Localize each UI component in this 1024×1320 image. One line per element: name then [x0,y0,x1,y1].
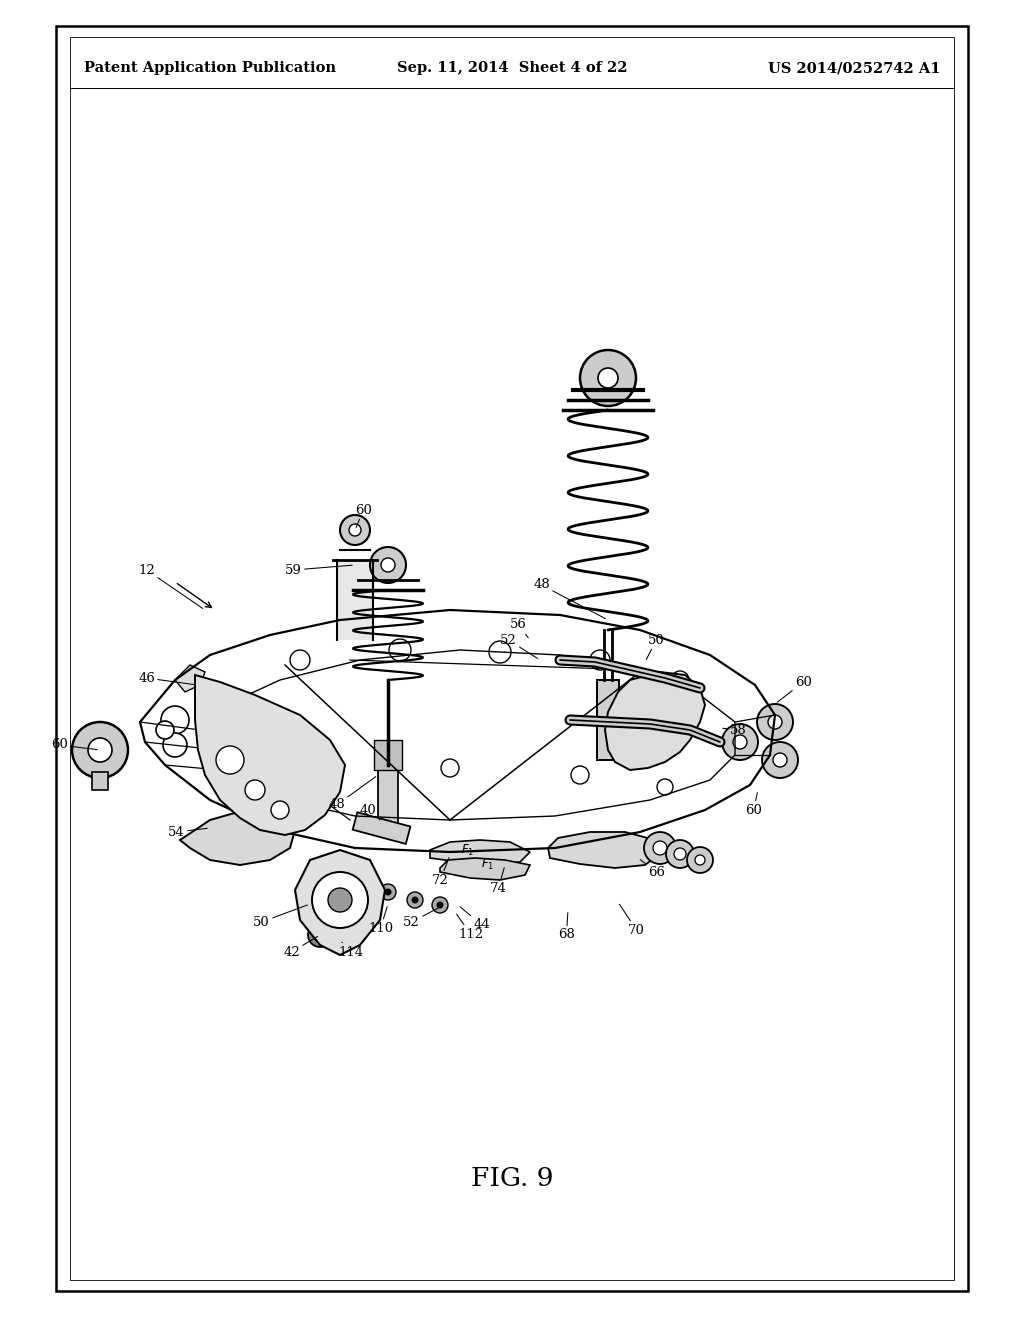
Circle shape [349,524,361,536]
Circle shape [308,923,332,946]
Text: 114: 114 [338,942,364,958]
Circle shape [412,898,418,903]
Polygon shape [195,675,345,836]
Circle shape [407,892,423,908]
Polygon shape [430,840,530,865]
Text: $F_1$: $F_1$ [481,857,495,871]
Text: 72: 72 [432,858,449,887]
Circle shape [773,752,787,767]
Circle shape [653,841,667,855]
Bar [374,741,402,770]
Text: Sep. 11, 2014  Sheet 4 of 22: Sep. 11, 2014 Sheet 4 of 22 [396,61,628,75]
Text: 60: 60 [777,676,812,702]
Text: 56: 56 [510,619,528,638]
Circle shape [695,855,705,865]
Text: 54: 54 [168,825,207,838]
Text: 48: 48 [329,776,376,812]
Text: 48: 48 [534,578,605,619]
Circle shape [432,898,449,913]
Text: 52: 52 [403,907,441,928]
Circle shape [437,902,443,908]
Text: 70: 70 [620,904,645,936]
Polygon shape [605,672,705,770]
Text: 50: 50 [646,634,665,660]
Circle shape [722,723,758,760]
Bar [352,812,411,843]
Text: 52: 52 [500,634,538,659]
Circle shape [161,706,189,734]
Text: Patent Application Publication: Patent Application Publication [84,61,336,75]
Text: 112: 112 [457,915,483,940]
Polygon shape [440,858,530,880]
Circle shape [328,888,352,912]
Circle shape [674,847,686,861]
Text: 46: 46 [138,672,195,685]
Circle shape [762,742,798,777]
Circle shape [72,722,128,777]
Circle shape [88,738,112,762]
Circle shape [245,780,265,800]
Circle shape [156,721,174,739]
Circle shape [666,840,694,869]
Polygon shape [180,810,295,865]
Circle shape [687,847,713,873]
Text: 68: 68 [558,912,574,941]
Circle shape [381,558,395,572]
Circle shape [163,733,187,756]
Text: 60: 60 [355,503,372,528]
Text: 42: 42 [284,936,317,958]
Bar [597,680,618,760]
Polygon shape [548,832,660,869]
Circle shape [380,884,396,900]
Text: 74: 74 [490,867,507,895]
Text: FIG. 9: FIG. 9 [471,1167,553,1191]
Text: 50: 50 [253,906,307,928]
Circle shape [340,515,370,545]
Text: 60: 60 [51,738,97,751]
Circle shape [312,873,368,928]
Circle shape [385,888,391,895]
Circle shape [733,735,746,748]
Text: $F_1$: $F_1$ [462,842,474,858]
Text: 59: 59 [285,564,352,577]
Text: 44: 44 [460,907,490,932]
Bar [56,26,968,1291]
Circle shape [644,832,676,865]
Circle shape [216,746,244,774]
Circle shape [370,546,406,583]
Bar [92,772,108,789]
Text: 66: 66 [640,859,665,879]
Bar [70,37,954,1280]
Circle shape [768,715,782,729]
Text: 40: 40 [360,804,380,820]
Circle shape [271,801,289,818]
Text: 60: 60 [745,793,762,817]
Text: 110: 110 [368,907,393,935]
Polygon shape [175,665,205,692]
Polygon shape [295,850,385,954]
Circle shape [757,704,793,741]
Text: 58: 58 [723,723,746,737]
Circle shape [580,350,636,407]
Bar [378,766,398,830]
Circle shape [598,368,618,388]
Text: 12: 12 [138,564,203,609]
Text: US 2014/0252742 A1: US 2014/0252742 A1 [768,61,940,75]
